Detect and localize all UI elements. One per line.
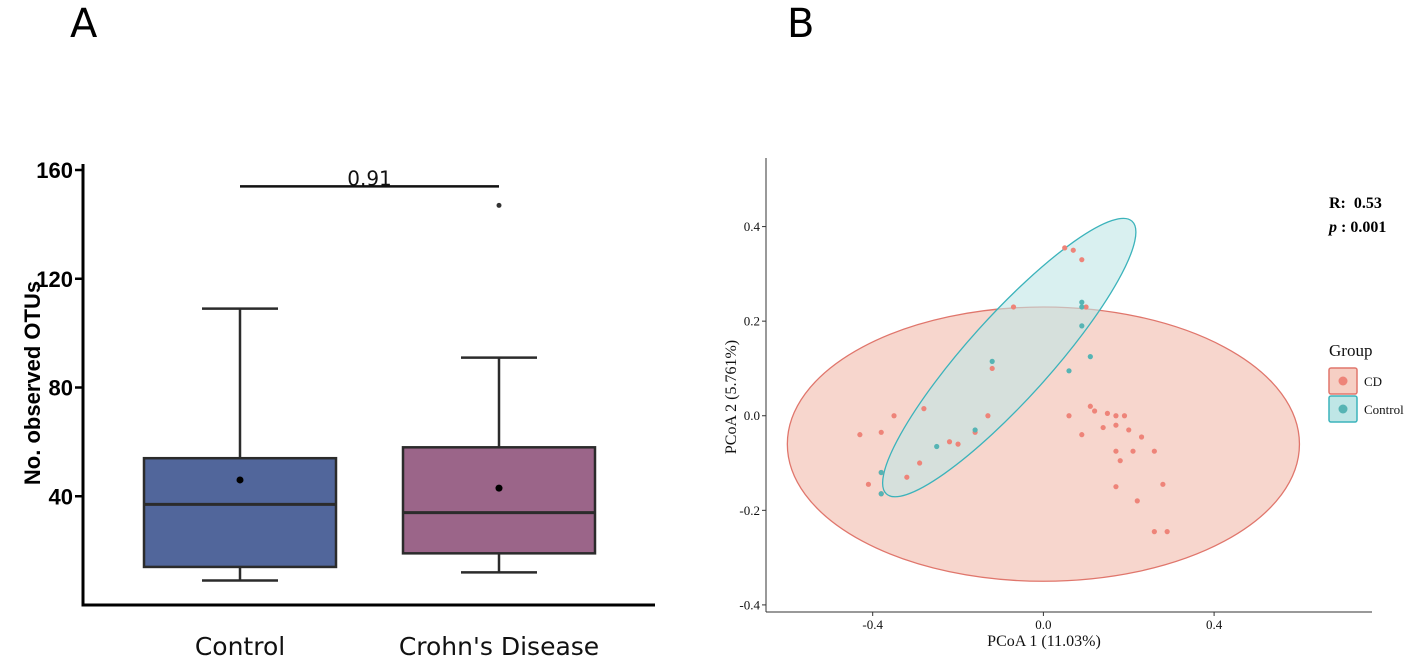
- legend-title: Group: [1329, 341, 1372, 360]
- point-cd: [1113, 484, 1119, 490]
- point-cd: [1066, 413, 1072, 419]
- point-cd: [955, 441, 961, 447]
- point-cd: [946, 439, 953, 445]
- category-label: Crohn's Disease: [399, 632, 599, 661]
- point-cd: [1117, 458, 1123, 464]
- point-cd: [904, 474, 910, 480]
- point-cd: [857, 432, 863, 438]
- point-cd: [1083, 304, 1089, 310]
- point-cd: [1113, 448, 1119, 454]
- outlier-point: [496, 202, 502, 208]
- mean-point: [236, 476, 244, 484]
- point-cd: [1079, 432, 1085, 438]
- y-tick-label: 120: [36, 267, 73, 292]
- y-tick-label-b: -0.2: [739, 503, 760, 518]
- point-cd: [921, 406, 927, 412]
- ellipse-control: [881, 217, 1137, 498]
- y-tick-label-b: -0.4: [739, 597, 760, 612]
- point-cd: [1151, 529, 1157, 535]
- point-cd: [1062, 245, 1068, 251]
- pcoa-chart: -0.4 0.0 0.4 -0.4 -0.2 0.0 0.2 0.4 PCoA 1 (11.0…: [723, 158, 1404, 650]
- point-cd: [1160, 481, 1166, 487]
- point-cd: [1079, 257, 1085, 263]
- point-cd: [1151, 448, 1157, 454]
- point-control: [1079, 299, 1085, 305]
- legend-item-control: Control: [1364, 402, 1404, 417]
- legend-item-cd: CD: [1364, 374, 1382, 389]
- point-cd: [1164, 529, 1170, 535]
- point-cd: [1087, 403, 1093, 409]
- point-cd: [917, 460, 923, 466]
- y-tick-label: 160: [36, 158, 73, 183]
- point-cd: [891, 413, 897, 419]
- point-cd: [1104, 410, 1111, 416]
- y-tick-label: 40: [49, 484, 73, 509]
- point-control: [878, 491, 884, 497]
- point-control: [1066, 368, 1072, 374]
- point-cd: [1113, 422, 1119, 428]
- boxplot-chart: No. observed OTUs 40 80 120 160 Control Crohn…: [20, 158, 655, 661]
- legend: Group CD Control: [1328, 341, 1404, 423]
- r-statistic: R: 0.53: [1329, 195, 1382, 212]
- y-tick-label: 80: [49, 376, 73, 401]
- x-tick-label-b: 0.0: [1035, 617, 1051, 632]
- point-control: [934, 443, 940, 450]
- scatter-points: [857, 245, 1170, 535]
- p-value: : 0.001: [1341, 219, 1386, 236]
- legend-marker-control: [1338, 404, 1348, 414]
- point-cd: [1092, 408, 1098, 414]
- stats-annotation: R: 0.53 p : 0.001: [1327, 195, 1386, 236]
- p-statistic: p : 0.001: [1327, 219, 1386, 236]
- r-value: 0.53: [1354, 195, 1382, 212]
- boxplot-plot-area: 40 80 120 160 Control Crohn's Disease 0.91: [36, 158, 655, 661]
- point-cd: [989, 365, 995, 372]
- point-cd: [1010, 304, 1017, 310]
- box: [142, 456, 338, 569]
- point-cd: [1121, 413, 1128, 419]
- x-axis-label: PCoA 1 (11.03%): [987, 633, 1101, 650]
- box: [401, 446, 597, 555]
- confidence-ellipses: [786, 217, 1301, 582]
- point-control: [1079, 304, 1085, 310]
- point-cd: [1134, 498, 1140, 504]
- point-control: [878, 469, 884, 476]
- y-axis-label-b: PCoA 2 (5.761%): [723, 340, 740, 454]
- point-cd: [1130, 448, 1136, 454]
- category-label: Control: [195, 632, 285, 661]
- y-axis-label: No. observed OTUs: [20, 281, 45, 485]
- x-tick-label-b: 0.4: [1206, 617, 1223, 632]
- point-cd: [1113, 413, 1119, 419]
- point-cd: [1070, 247, 1076, 253]
- point-control: [1087, 354, 1093, 360]
- pcoa-axes: -0.4 0.0 0.4 -0.4 -0.2 0.0 0.2 0.4: [739, 158, 1372, 632]
- point-control: [972, 427, 978, 433]
- point-control: [989, 358, 995, 364]
- panel-label-b: B: [787, 1, 814, 47]
- point-cd: [878, 429, 884, 435]
- panel-label-a: A: [70, 1, 98, 47]
- mean-point: [495, 484, 503, 492]
- point-cd: [1100, 424, 1106, 431]
- point-cd: [985, 413, 991, 419]
- y-tick-label-b: 0.4: [744, 219, 761, 234]
- point-cd: [865, 481, 872, 487]
- point-cd: [1138, 434, 1145, 440]
- point-cd: [1126, 427, 1132, 433]
- x-tick-label-b: -0.4: [862, 617, 883, 632]
- point-control: [1079, 323, 1085, 329]
- y-tick-label-b: 0.2: [744, 314, 760, 329]
- r-label: R:: [1329, 195, 1346, 212]
- y-tick-label-b: 0.0: [744, 408, 760, 423]
- p-label: p: [1327, 219, 1337, 236]
- legend-marker-cd: [1338, 376, 1348, 386]
- significance-label: 0.91: [347, 166, 392, 190]
